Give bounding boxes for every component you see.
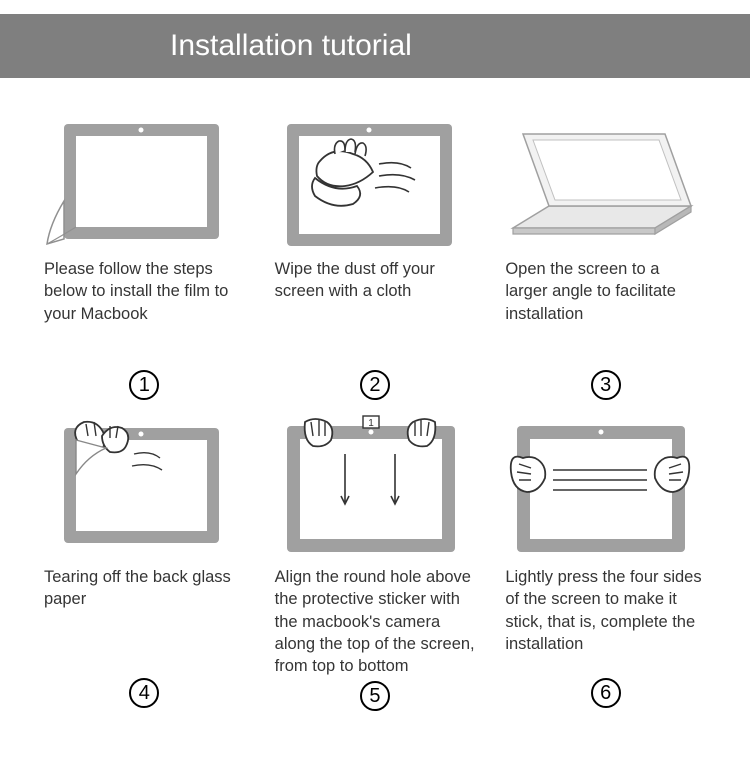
step-5: 1 Align the round hole above the protect… xyxy=(275,414,476,711)
step-4: Tearing off the back glass paper 4 xyxy=(44,414,245,711)
step-1-illustration xyxy=(44,106,234,256)
step-4-number: 4 xyxy=(129,678,159,708)
step-5-illustration: 1 xyxy=(275,414,465,564)
step-2-number: 2 xyxy=(360,370,390,400)
step-3-number: 3 xyxy=(591,370,621,400)
steps-grid: Please follow the steps below to install… xyxy=(0,78,750,711)
step-4-illustration xyxy=(44,414,234,564)
step-3: Open the screen to a larger angle to fac… xyxy=(505,106,706,400)
step-1: Please follow the steps below to install… xyxy=(44,106,245,400)
step-6-number: 6 xyxy=(591,678,621,708)
step-3-illustration xyxy=(505,106,695,256)
step-2-caption: Wipe the dust off your screen with a clo… xyxy=(275,256,476,366)
step-4-caption: Tearing off the back glass paper xyxy=(44,564,245,674)
step-2: Wipe the dust off your screen with a clo… xyxy=(275,106,476,400)
step-1-caption: Please follow the steps below to install… xyxy=(44,256,245,366)
step-1-number: 1 xyxy=(129,370,159,400)
step-3-caption: Open the screen to a larger angle to fac… xyxy=(505,256,706,366)
step-2-illustration xyxy=(275,106,465,256)
svg-text:1: 1 xyxy=(368,418,374,429)
header-bar: Installation tutorial xyxy=(0,14,750,78)
step-5-number: 5 xyxy=(360,681,390,711)
page-title: Installation tutorial xyxy=(170,29,412,63)
step-6-caption: Lightly press the four sides of the scre… xyxy=(505,564,706,674)
step-6: Lightly press the four sides of the scre… xyxy=(505,414,706,711)
step-5-caption: Align the round hole above the protectiv… xyxy=(275,564,476,677)
step-6-illustration xyxy=(505,414,695,564)
